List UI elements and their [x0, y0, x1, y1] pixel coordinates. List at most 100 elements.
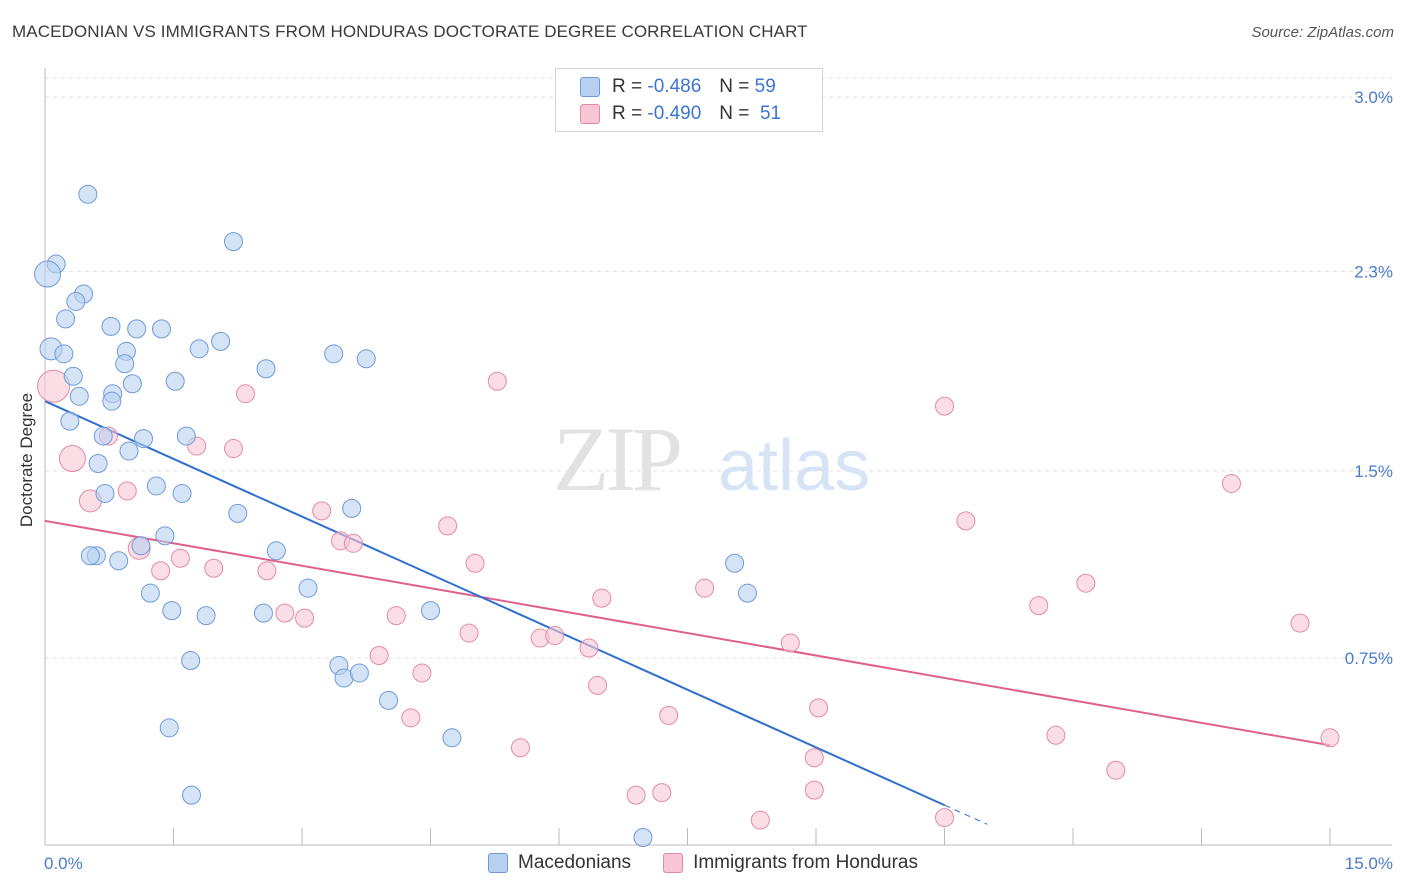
honduras-point	[510, 738, 530, 758]
honduras-point	[780, 633, 800, 653]
honduras-point	[579, 638, 599, 658]
macedonian-point	[172, 483, 192, 503]
legend-n-label: N =	[719, 103, 750, 124]
legend-n-value: 59	[754, 76, 776, 97]
honduras-point	[1029, 596, 1049, 616]
y-tick-label: 0.75%	[1345, 649, 1393, 668]
macedonian-point	[69, 386, 89, 406]
honduras-point	[459, 623, 479, 643]
macedonian-point	[189, 339, 209, 359]
macedonian-trend-extension	[944, 804, 988, 825]
macedonian-point	[134, 429, 154, 449]
macedonian-point	[66, 291, 86, 311]
honduras-point	[1221, 473, 1241, 493]
honduras-trend-line	[44, 519, 1331, 747]
macedonian-point	[63, 366, 83, 386]
honduras-point	[37, 369, 71, 403]
honduras-point	[956, 511, 976, 531]
honduras-point	[652, 783, 672, 803]
honduras-point	[204, 558, 224, 578]
honduras-point	[117, 481, 137, 501]
honduras-point	[312, 501, 332, 521]
legend-r-value: -0.490	[647, 103, 702, 124]
source-label: Source: ZipAtlas.com	[1251, 24, 1394, 41]
macedonian-point	[737, 583, 757, 603]
honduras-point	[1290, 613, 1310, 633]
honduras-point	[695, 578, 715, 598]
honduras-point	[401, 708, 421, 728]
legend-r-label: R =	[612, 76, 643, 97]
x-tick-label: 0.0%	[44, 854, 83, 873]
gridlines	[45, 77, 1392, 659]
blue-swatch	[488, 853, 509, 873]
honduras-point	[750, 810, 770, 830]
macedonian-point	[140, 583, 160, 603]
legend-label-macedonians: Macedonians	[518, 852, 632, 873]
y-tick-label: 3.0%	[1354, 88, 1393, 107]
honduras-point	[592, 588, 612, 608]
macedonian-point	[54, 344, 74, 364]
honduras-point	[58, 445, 86, 473]
macedonian-point	[298, 578, 318, 598]
honduras-point	[1106, 760, 1126, 780]
honduras-point	[1046, 725, 1066, 745]
macedonian-point	[93, 426, 113, 446]
macedonian-point	[34, 260, 62, 288]
y-tick-labels: 0.75% 1.5% 2.3% 3.0%	[1345, 88, 1393, 668]
honduras-point	[275, 603, 295, 623]
axes	[44, 68, 1392, 846]
honduras-point	[1320, 728, 1340, 748]
x-tick-label: 15.0%	[1345, 854, 1393, 873]
honduras-point	[935, 808, 954, 828]
honduras-point	[295, 608, 315, 628]
macedonian-point	[228, 503, 248, 523]
macedonian-point	[95, 483, 115, 503]
honduras-point	[588, 675, 608, 695]
macedonian-point	[211, 331, 231, 351]
macedonian-point	[196, 606, 216, 626]
honduras-point	[438, 516, 458, 536]
honduras-point	[257, 561, 277, 581]
pink-swatch	[580, 104, 600, 124]
macedonian-point	[379, 690, 399, 710]
macedonian-point	[633, 828, 653, 848]
honduras-point	[235, 384, 255, 404]
legend-r-value: -0.486	[647, 76, 702, 97]
y-axis-label: Doctorate Degree	[17, 393, 36, 527]
trend-lines	[44, 400, 1331, 825]
honduras-point	[369, 646, 389, 666]
watermark-zip: ZIP	[553, 408, 680, 510]
y-tick-label: 2.3%	[1354, 263, 1393, 282]
macedonian-point	[109, 551, 129, 571]
macedonian-point	[159, 718, 179, 738]
macedonian-point	[181, 650, 201, 670]
honduras-point	[343, 533, 363, 553]
macedonian-points	[34, 184, 757, 848]
macedonian-point	[324, 344, 344, 364]
legend-n-label: N =	[719, 76, 750, 97]
correlation-legend: R = -0.486 N = 59 R = -0.490 N = 51	[555, 68, 823, 132]
macedonian-point	[349, 663, 369, 683]
series-legend: Macedonians Immigrants from Honduras	[0, 852, 1406, 874]
macedonian-point	[725, 553, 745, 573]
honduras-point	[170, 548, 190, 568]
honduras-point	[804, 748, 824, 768]
macedonian-point	[181, 785, 201, 805]
honduras-point	[809, 698, 829, 718]
honduras-point	[465, 553, 485, 573]
honduras-point	[487, 371, 507, 391]
macedonian-point	[56, 309, 76, 329]
macedonian-trend-line	[44, 400, 945, 807]
legend-item-macedonians: Macedonians	[488, 852, 631, 874]
honduras-point	[223, 439, 243, 459]
blue-swatch	[580, 77, 600, 97]
macedonian-point	[131, 536, 151, 556]
honduras-point	[935, 396, 954, 416]
macedonian-point	[119, 441, 139, 461]
macedonian-point	[60, 411, 80, 431]
legend-label-honduras: Immigrants from Honduras	[693, 852, 918, 873]
macedonian-point	[127, 319, 147, 339]
honduras-points	[37, 369, 1340, 830]
legend-n-value: 51	[759, 103, 782, 124]
